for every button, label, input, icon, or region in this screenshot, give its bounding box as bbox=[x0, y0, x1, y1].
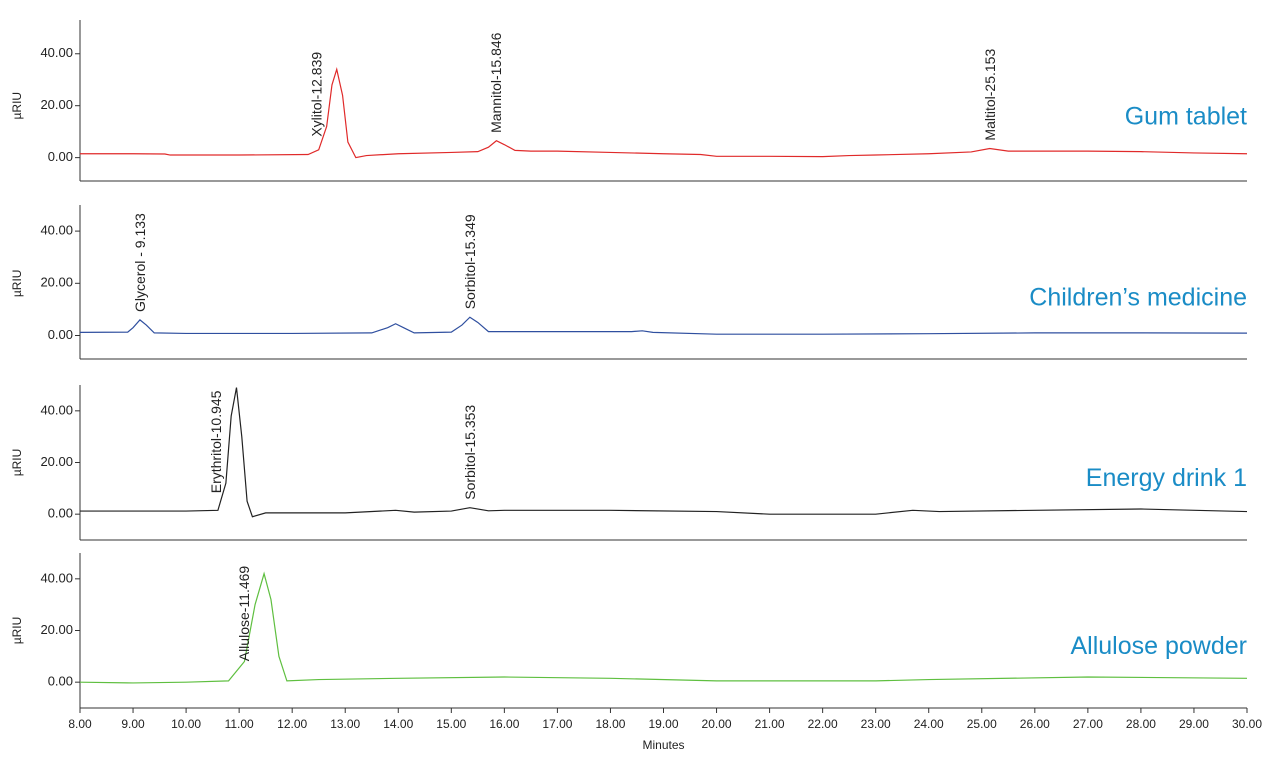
peak-label: Sorbitol-15.353 bbox=[462, 405, 478, 500]
x-tick-label: 25.00 bbox=[967, 717, 997, 731]
x-tick-label: 30.00 bbox=[1232, 717, 1262, 731]
x-tick-label: 15.00 bbox=[436, 717, 466, 731]
y-tick-label: 40.00 bbox=[40, 402, 73, 417]
peak-label: Mannitol-15.846 bbox=[488, 32, 504, 133]
peak-label: Sorbitol-15.349 bbox=[462, 214, 478, 309]
x-tick-label: 10.00 bbox=[171, 717, 201, 731]
y-tick-label: 0.00 bbox=[48, 327, 73, 342]
x-tick-label: 26.00 bbox=[1020, 717, 1050, 731]
x-tick-label: 17.00 bbox=[542, 717, 572, 731]
x-tick-label: 24.00 bbox=[914, 717, 944, 731]
x-tick-label: 13.00 bbox=[330, 717, 360, 731]
x-axis-label: Minutes bbox=[642, 738, 684, 752]
sample-name: Allulose powder bbox=[1071, 632, 1248, 660]
sample-name: Children’s medicine bbox=[1029, 283, 1247, 311]
y-axis-label: µRIU bbox=[10, 270, 24, 298]
trace bbox=[80, 66, 1248, 159]
x-tick-label: 20.00 bbox=[702, 717, 732, 731]
peak-label: Glycerol - 9.133 bbox=[132, 213, 148, 312]
peak-label: Erythritol-10.945 bbox=[208, 390, 224, 493]
sample-name: Gum tablet bbox=[1125, 103, 1247, 131]
y-tick-label: 0.00 bbox=[48, 674, 73, 689]
y-tick-label: 20.00 bbox=[40, 275, 73, 290]
y-tick-label: 40.00 bbox=[40, 570, 73, 585]
peak-label: Maltitol-25.153 bbox=[982, 49, 998, 141]
y-tick-label: 40.00 bbox=[40, 45, 73, 60]
y-tick-label: 20.00 bbox=[40, 97, 73, 112]
x-tick-label: 14.00 bbox=[383, 717, 413, 731]
sample-name: Energy drink 1 bbox=[1086, 464, 1247, 492]
x-tick-label: 16.00 bbox=[489, 717, 519, 731]
trace bbox=[79, 571, 1248, 684]
y-axis-label: µRIU bbox=[10, 449, 24, 477]
x-tick-label: 18.00 bbox=[595, 717, 625, 731]
y-tick-label: 20.00 bbox=[40, 454, 73, 469]
y-axis-label: µRIU bbox=[10, 92, 24, 120]
x-tick-label: 29.00 bbox=[1179, 717, 1209, 731]
x-tick-label: 8.00 bbox=[68, 717, 92, 731]
peak-label: Allulose-11.469 bbox=[236, 566, 252, 662]
trace bbox=[79, 316, 1248, 335]
x-tick-label: 23.00 bbox=[861, 717, 891, 731]
x-tick-label: 21.00 bbox=[755, 717, 785, 731]
y-tick-label: 40.00 bbox=[40, 223, 73, 238]
y-tick-label: 0.00 bbox=[48, 149, 73, 164]
x-tick-label: 22.00 bbox=[808, 717, 838, 731]
x-tick-label: 9.00 bbox=[121, 717, 145, 731]
peak-label: Xylitol-12.839 bbox=[309, 52, 325, 137]
x-tick-label: 11.00 bbox=[225, 717, 254, 731]
y-tick-label: 20.00 bbox=[40, 622, 73, 637]
y-tick-label: 0.00 bbox=[48, 506, 73, 521]
y-axis-label: µRIU bbox=[10, 617, 24, 645]
x-tick-label: 28.00 bbox=[1126, 717, 1156, 731]
x-tick-label: 12.00 bbox=[277, 717, 307, 731]
trace bbox=[80, 387, 1248, 518]
x-tick-label: 27.00 bbox=[1073, 717, 1103, 731]
x-tick-label: 19.00 bbox=[648, 717, 678, 731]
